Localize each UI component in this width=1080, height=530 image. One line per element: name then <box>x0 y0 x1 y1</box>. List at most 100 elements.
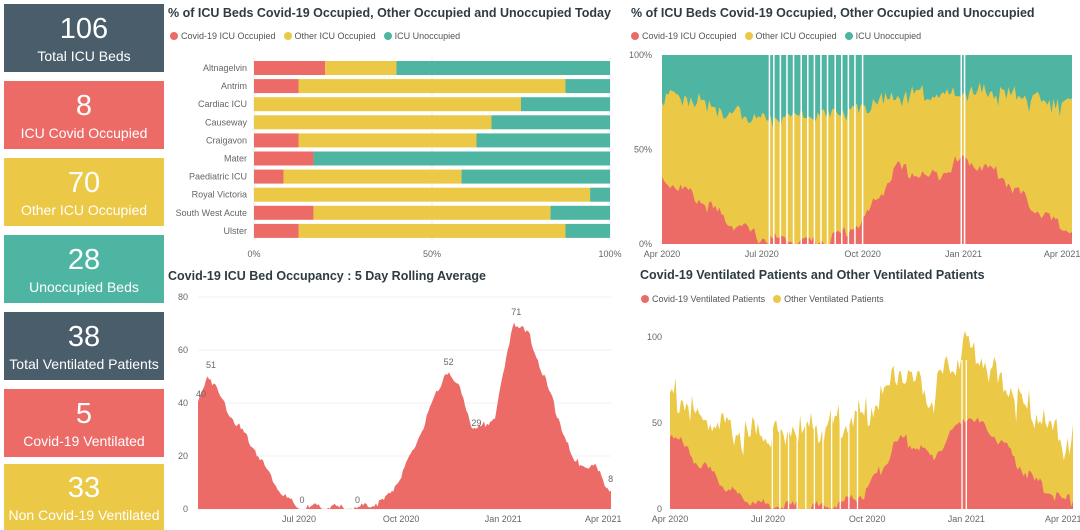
bar-segment <box>254 187 591 202</box>
legend-item-covid[interactable]: Covid-19 ICU Occupied <box>631 31 737 41</box>
bar-segment <box>254 61 326 75</box>
category-label: South West Acute <box>176 208 247 218</box>
legend-item-unoccupied[interactable]: ICU Unoccupied <box>844 31 922 41</box>
kpi-label: Unoccupied Beds <box>29 279 139 295</box>
legend-item-unoccupied[interactable]: ICU Unoccupied <box>383 31 461 41</box>
bar-segment <box>254 133 299 148</box>
category-label: Causeway <box>205 117 248 127</box>
x-tick-label: Oct 2020 <box>849 514 886 524</box>
legend-label: Other Ventilated Patients <box>784 294 884 304</box>
kpi-label: Non Covid-19 Ventilated <box>8 507 160 523</box>
kpi-label: Total ICU Beds <box>37 48 131 64</box>
legend-label: Covid-19 Ventilated Patients <box>652 294 766 304</box>
y-tick-label: 0 <box>657 504 662 514</box>
bar-segment <box>550 205 610 220</box>
x-tick-label: Apr 2021 <box>1044 249 1080 259</box>
legend-dot-icon <box>283 32 292 40</box>
y-tick-label: 100% <box>629 50 652 60</box>
bar-segment <box>590 187 610 202</box>
history-chart-legend: Covid-19 ICU Occupied Other ICU Occupied… <box>631 31 921 41</box>
kpi-value: 33 <box>67 472 101 504</box>
legend-dot-icon <box>773 295 782 303</box>
today-chart-legend: Covid-19 ICU Occupied Other ICU Occupied… <box>170 31 460 41</box>
x-tick-label: Oct 2020 <box>383 514 420 524</box>
x-tick-label: Apr 2021 <box>585 514 622 524</box>
category-label: Paediatric ICU <box>189 172 247 182</box>
category-label: Mater <box>224 154 247 164</box>
bar-segment <box>565 223 610 238</box>
today-chart-title: % of ICU Beds Covid-19 Occupied, Other O… <box>168 6 611 20</box>
legend-item-other[interactable]: Other ICU Occupied <box>744 31 837 41</box>
kpi-value: 5 <box>75 398 93 430</box>
kpi-value: 8 <box>75 90 93 122</box>
bar-segment <box>254 97 521 112</box>
legend-label: ICU Unoccupied <box>855 31 922 41</box>
y-tick-label: 40 <box>178 398 188 408</box>
y-tick-label: 0% <box>639 239 652 249</box>
y-tick-label: 60 <box>178 345 188 355</box>
kpi-label: ICU Covid Occupied <box>20 125 148 141</box>
category-label: Antrim <box>221 81 247 91</box>
data-label: 51 <box>206 360 216 370</box>
legend-label: ICU Unoccupied <box>394 31 461 41</box>
data-label: 52 <box>444 357 454 367</box>
bar-segment <box>313 205 551 220</box>
bar-segment <box>521 97 610 112</box>
x-tick-label: 100% <box>598 249 621 259</box>
data-label: 0 <box>355 495 360 505</box>
bar-segment <box>254 223 299 238</box>
legend-item-other-ventilated[interactable]: Other Ventilated Patients <box>773 294 884 304</box>
data-label: 8 <box>608 474 613 484</box>
bar-segment <box>254 151 314 166</box>
y-tick-label: 50 <box>652 418 662 428</box>
legend-item-covid[interactable]: Covid-19 ICU Occupied <box>170 31 276 41</box>
legend-item-covid-ventilated[interactable]: Covid-19 Ventilated Patients <box>641 294 765 304</box>
bar-segment <box>254 169 284 184</box>
x-tick-label: Jul 2020 <box>751 514 785 524</box>
data-label: 29 <box>471 418 481 428</box>
covid-rolling-area <box>198 322 611 509</box>
legend-label: Other ICU Occupied <box>294 31 376 41</box>
bar-segment <box>298 133 477 148</box>
legend-dot-icon <box>383 32 392 40</box>
kpi-covid-ventilated: 5 Covid-19 Ventilated <box>4 389 164 457</box>
kpi-label: Covid-19 Ventilated <box>23 433 145 449</box>
legend-dot-icon <box>631 32 639 40</box>
x-tick-label: 50% <box>423 249 441 259</box>
bar-segment <box>565 79 610 94</box>
x-tick-label: Apr 2020 <box>644 249 681 259</box>
data-label: 40 <box>196 389 206 399</box>
kpi-value: 28 <box>67 244 101 276</box>
x-tick-label: 0% <box>247 249 260 259</box>
y-tick-label: 80 <box>178 292 188 302</box>
kpi-label: Other ICU Occupied <box>20 202 148 218</box>
legend-item-other[interactable]: Other ICU Occupied <box>283 31 376 41</box>
legend-dot-icon <box>641 295 649 303</box>
bar-segment <box>254 205 314 220</box>
x-tick-label: Oct 2020 <box>844 249 881 259</box>
x-tick-label: Jan 2021 <box>945 249 982 259</box>
data-label: 71 <box>511 307 521 317</box>
kpi-total-icu-beds: 106 Total ICU Beds <box>4 4 164 72</box>
bar-segment <box>491 115 610 130</box>
bar-segment <box>476 133 610 148</box>
ventilated-chart-title: Covid-19 Ventilated Patients and Other V… <box>640 268 985 282</box>
category-label: Craigavon <box>206 135 247 145</box>
kpi-value: 38 <box>67 321 101 353</box>
x-tick-label: Jul 2020 <box>282 514 316 524</box>
kpi-unoccupied-beds: 28 Unoccupied Beds <box>4 235 164 303</box>
x-tick-label: Jan 2021 <box>485 514 522 524</box>
bar-segment <box>298 223 566 238</box>
bar-segment <box>254 79 299 94</box>
covid-ventilated-area <box>670 417 1073 509</box>
kpi-label: Total Ventilated Patients <box>9 356 159 372</box>
kpi-value: 70 <box>67 167 101 199</box>
y-tick-label: 100 <box>647 332 662 342</box>
ventilated-chart-legend: Covid-19 Ventilated Patients Other Venti… <box>641 294 884 304</box>
x-tick-label: Apr 2021 <box>1045 514 1080 524</box>
bar-segment <box>283 169 462 184</box>
